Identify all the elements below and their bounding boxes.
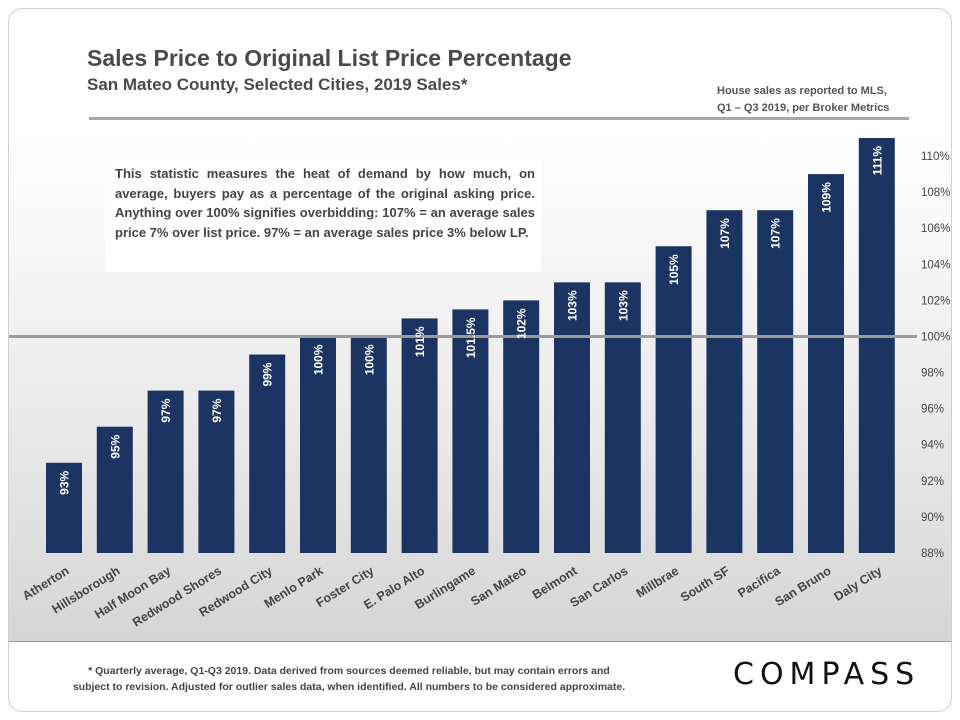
data-label-10: 103%: [566, 290, 580, 321]
category-label-13: South SF: [678, 563, 732, 604]
y-tick-label-5: 98%: [921, 368, 944, 380]
bar-13: [706, 210, 743, 553]
bar-9: [503, 300, 540, 553]
data-label-15: 109%: [820, 182, 834, 213]
data-label-12: 105%: [667, 254, 681, 285]
footer-divider: [9, 641, 951, 642]
bar-7: [401, 318, 438, 553]
data-label-5: 100%: [312, 344, 326, 375]
category-label-12: Millbrae: [634, 564, 682, 601]
bar-chart: 93% 95% 97% 97% 99% 100% 100% 101% 101.5% 102% 103…: [9, 138, 950, 630]
y-tick-label-10: 108%: [921, 187, 950, 199]
bar-6: [350, 336, 387, 553]
bar-14: [757, 210, 794, 553]
description-box: This statistic measures the heat of dema…: [105, 158, 541, 272]
bar-1: [96, 426, 133, 553]
category-label-9: San Mateo: [468, 563, 529, 608]
bar-12: [655, 246, 692, 553]
bar-16: [858, 138, 895, 553]
data-label-16: 111%: [870, 146, 884, 176]
data-label-6: 100%: [362, 344, 376, 375]
bar-11: [604, 282, 641, 553]
y-tick-label-3: 94%: [921, 440, 944, 452]
footnote-line-2: subject to revision. Adjusted for outlie…: [72, 681, 626, 693]
y-tick-label-4: 96%: [921, 404, 944, 416]
y-tick-label-2: 92%: [921, 476, 944, 488]
category-label-15: San Bruno: [773, 563, 834, 609]
category-label-3: Redwood Shores: [130, 564, 224, 630]
bar-2: [147, 390, 184, 553]
bar-5: [300, 336, 336, 553]
y-tick-label-8: 104%: [921, 259, 950, 271]
y-tick-label-9: 106%: [921, 223, 950, 235]
category-label-16: Daly City: [832, 564, 885, 604]
category-label-11: San Carlos: [568, 564, 631, 611]
compass-logo: COMPASS: [733, 657, 921, 692]
data-label-11: 103%: [616, 290, 630, 321]
footnote: * Quarterly average, Q1-Q3 2019. Data de…: [49, 663, 649, 695]
bar-8: [452, 309, 489, 553]
data-label-2: 97%: [159, 398, 173, 422]
title-divider: [89, 117, 909, 120]
data-label-1: 95%: [108, 434, 122, 458]
bar-15: [808, 174, 844, 553]
y-tick-label-0: 88%: [921, 548, 944, 560]
data-label-8: 101.5%: [464, 317, 478, 358]
data-label-4: 99%: [261, 362, 275, 386]
data-label-14: 107%: [769, 218, 783, 249]
data-label-9: 102%: [515, 308, 529, 339]
y-tick-label-7: 102%: [921, 295, 950, 307]
data-label-7: 101%: [413, 326, 427, 357]
data-label-13: 107%: [718, 218, 732, 249]
bar-0: [46, 462, 82, 553]
data-label-0: 93%: [58, 470, 72, 494]
y-tick-label-1: 90%: [921, 512, 944, 524]
data-label-3: 97%: [210, 398, 224, 422]
source-note: House sales as reported to MLS, Q1 – Q3 …: [717, 83, 889, 117]
bar-4: [249, 354, 286, 553]
y-tick-label-6: 100%: [921, 331, 950, 343]
source-note-line-2: Q1 – Q3 2019, per Broker Metrics: [717, 102, 890, 114]
y-tick-label-11: 110%: [921, 151, 950, 163]
page-subtitle: San Mateo County, Selected Cities, 2019 …: [87, 75, 468, 94]
chart-frame: Sales Price to Original List Price Perce…: [8, 8, 952, 712]
footnote-line-1: * Quarterly average, Q1-Q3 2019. Data de…: [88, 665, 610, 677]
bar-10: [554, 282, 590, 553]
bar-3: [198, 390, 235, 553]
source-note-line-1: House sales as reported to MLS,: [717, 85, 887, 97]
page-title: Sales Price to Original List Price Perce…: [87, 45, 572, 71]
